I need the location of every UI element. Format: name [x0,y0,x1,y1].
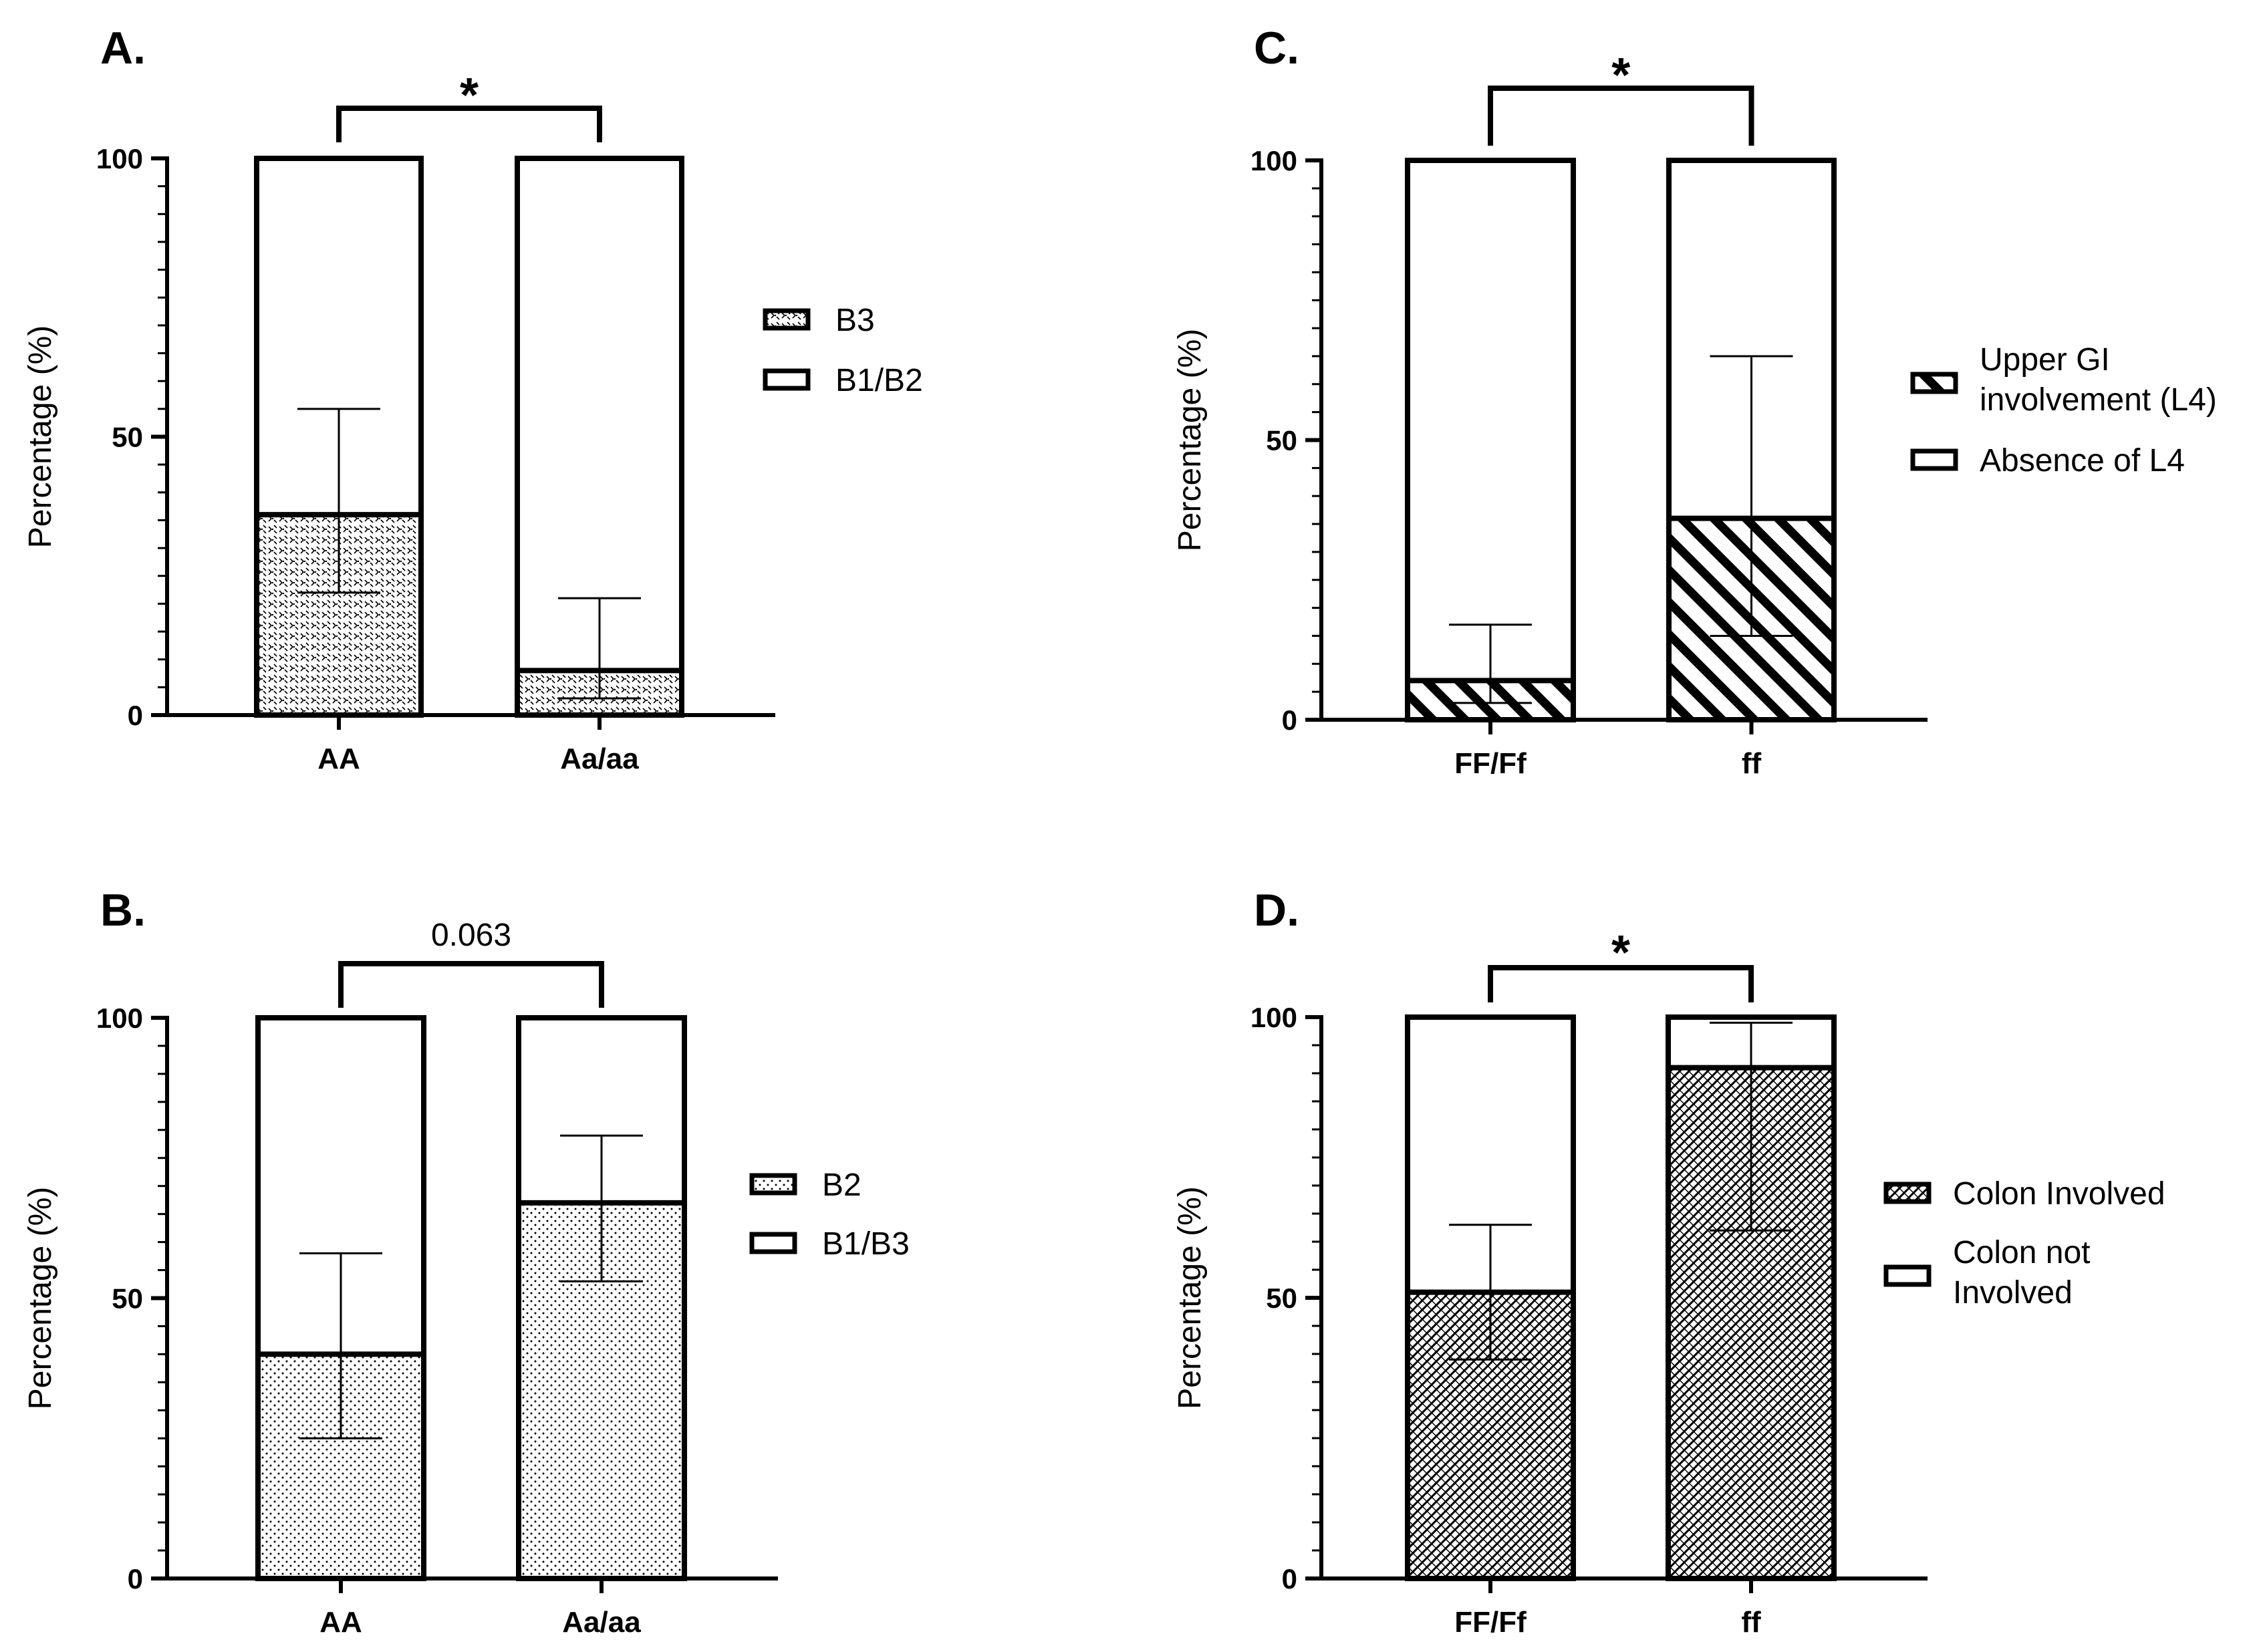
y-axis-label: Percentage (%) [23,1187,58,1410]
significance-label: 0.063 [431,918,511,953]
legend-label: B1/B2 [835,363,923,398]
significance-label: * [460,69,479,122]
panel-c: C. 0 50 100 Percentage (%) FF/Ff ff * Upper GI in… [1172,23,2217,780]
significance-bracket [1488,965,1754,1002]
x-category-label: AA [319,1606,362,1639]
x-category-label: ff [1742,747,1762,780]
y-tick-label: 0 [128,1563,143,1595]
legend-swatch [1883,1182,1932,1204]
x-category-label: Aa/aa [562,1606,641,1639]
x-category-label: ff [1741,1606,1761,1639]
legend-swatch [749,1232,797,1254]
significance-bracket [336,106,602,142]
significance-label: * [1611,49,1630,102]
x-category-label: Aa/aa [560,742,639,775]
legend-swatch [763,308,811,331]
legend-label: B3 [835,303,875,338]
y-axis-label: Percentage (%) [1172,1186,1208,1409]
y-axis-label: Percentage (%) [1172,329,1208,552]
y-axis-label: Percentage (%) [23,325,58,549]
legend-swatch [763,368,811,391]
legend-label: Colon Involved [1953,1176,2165,1212]
legend-label: involvement (L4) [1980,382,2217,418]
y-tick-label: 50 [1266,1282,1297,1314]
y-tick-label: 0 [128,700,143,731]
bar-segment-b1-b2 [517,158,682,671]
y-tick-label: 100 [1250,145,1297,176]
y-tick-label: 0 [1282,704,1297,736]
y-tick-label: 50 [112,422,143,453]
x-category-label: FF/Ff [1454,1606,1527,1639]
legend-label: B2 [822,1167,862,1203]
significance-bracket [1488,86,1754,146]
panel-d: D. 0 50 100 Percentage (%) FF/Ff ff * Colon Invo… [1172,885,2165,1639]
legend-label: Upper GI [1980,342,2110,378]
x-category-label: FF/Ff [1454,747,1527,780]
y-tick-label: 50 [112,1283,143,1315]
panel-letter: A. [100,23,146,74]
panel-letter: C. [1254,23,1299,74]
panel-a: A. 0 50 100 Percentage (%) AA Aa/aa * B3 B1/B2 [23,23,923,775]
panel-letter: D. [1254,885,1299,936]
y-tick-label: 50 [1266,425,1297,456]
legend-swatch [1910,372,1958,394]
y-tick-label: 100 [96,1002,143,1034]
y-tick-label: 100 [96,143,143,174]
panel-b: B. 0 50 100 Percentage (%) AA Aa/aa 0.063 B2 B1/B… [23,885,910,1639]
y-tick-label: 100 [1250,1002,1297,1033]
y-tick-label: 0 [1282,1563,1297,1595]
bar-segment-absence-of-l4 [1408,160,1573,681]
x-category-label: AA [317,742,360,775]
legend-label: B1/B3 [822,1226,910,1262]
legend-label: Colon not [1953,1235,2090,1270]
panel-letter: B. [100,885,146,936]
significance-label: * [1611,926,1630,980]
legend-label: Involved [1953,1275,2073,1311]
legend-swatch [749,1173,797,1196]
legend-swatch [1883,1264,1932,1287]
significance-bracket [338,961,604,1008]
legend-swatch [1910,448,1958,471]
legend-label: Absence of L4 [1980,443,2185,478]
